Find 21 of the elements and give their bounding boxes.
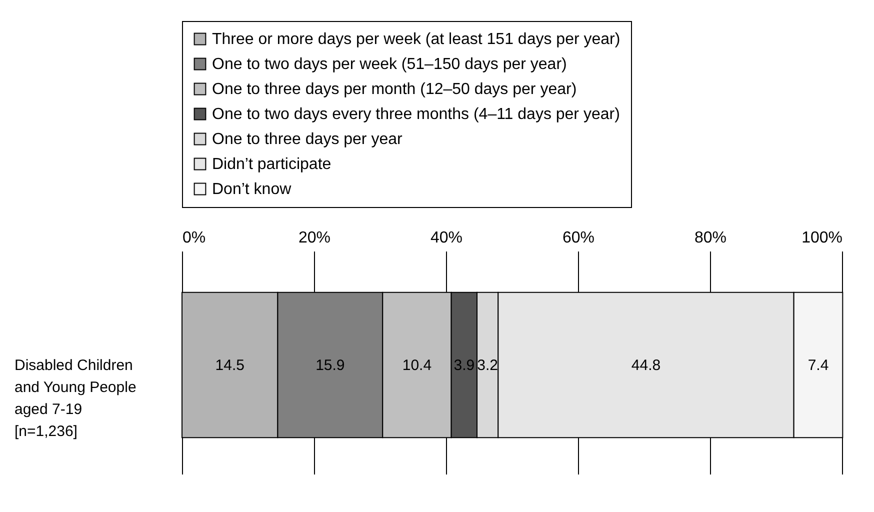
- data-label: 3.2: [477, 357, 498, 374]
- data-label: 15.9: [316, 357, 345, 374]
- y-tick-label: Disabled Children and Young People aged 7-19 [n=1,236]: [14, 357, 136, 440]
- data-label: 10.4: [402, 357, 432, 374]
- legend-label: Don’t know: [212, 181, 292, 198]
- legend-label: Didn’t participate: [212, 156, 332, 173]
- x-tick-label: 0%: [182, 230, 206, 246]
- x-tick-label: 20%: [298, 230, 331, 246]
- legend-label: One to two days every three months (4–11 days per year): [212, 106, 620, 123]
- data-label: 44.8: [631, 357, 661, 374]
- legend-label: One to three days per year: [212, 131, 403, 148]
- data-label: 3.9: [454, 357, 475, 374]
- legend-label: One to three days per month (12–50 days per year): [212, 81, 577, 98]
- data-label: 14.5: [215, 357, 244, 374]
- data-label: 7.4: [808, 357, 829, 374]
- x-tick-label: 40%: [430, 230, 463, 246]
- legend-label: Three or more days per week (at least 151 days per year): [212, 31, 620, 48]
- x-tick-label: 100%: [802, 230, 842, 246]
- legend-label: One to two days per week (51–150 days per year): [212, 56, 567, 73]
- x-tick-label: 80%: [694, 230, 727, 246]
- x-tick-label: 60%: [562, 230, 595, 246]
